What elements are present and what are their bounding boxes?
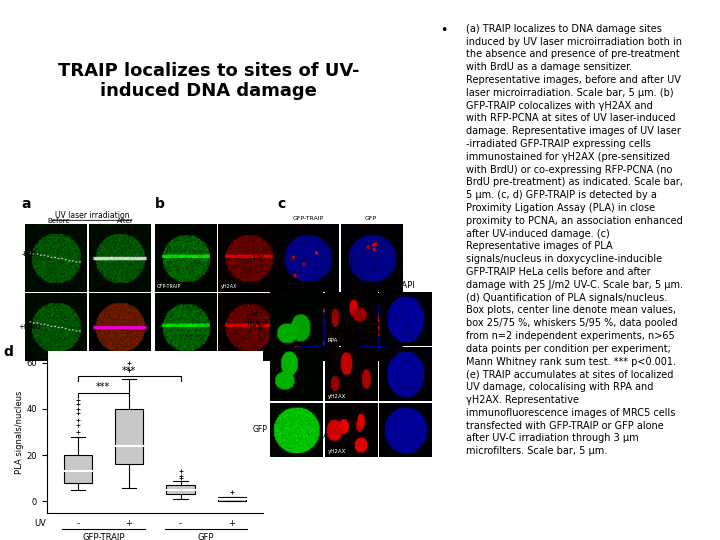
Text: -: -: [76, 519, 79, 528]
Y-axis label: PLA signals/nucleus: PLA signals/nucleus: [14, 390, 24, 474]
Text: GFP: GFP: [292, 281, 307, 290]
Text: RFP-PCNA: RFP-PCNA: [220, 353, 245, 358]
Text: RPA: RPA: [328, 338, 338, 343]
Text: -BrdU: -BrdU: [22, 251, 41, 257]
Text: Before: Before: [47, 218, 70, 224]
Text: •: •: [440, 24, 447, 37]
Text: +BrdU: +BrdU: [18, 323, 41, 329]
Text: GFP-
TRAIP: GFP- TRAIP: [246, 309, 268, 328]
Text: GFP-TRAIP: GFP-TRAIP: [292, 217, 323, 221]
Text: UV: UV: [34, 519, 46, 528]
Text: yH2AX: yH2AX: [220, 284, 237, 289]
Text: yH2AX: yH2AX: [328, 449, 346, 454]
Text: +UV: +UV: [248, 324, 264, 330]
Text: GFP-TRAIP: GFP-TRAIP: [157, 284, 181, 289]
Text: UV laser irradiation: UV laser irradiation: [55, 211, 129, 220]
Text: ***: ***: [96, 382, 110, 392]
Bar: [115, 409, 143, 464]
Text: After: After: [117, 218, 133, 224]
Text: yH2AX: yH2AX: [328, 394, 346, 399]
Text: GFP: GFP: [365, 217, 377, 221]
Bar: [218, 497, 246, 502]
Bar: [166, 485, 194, 495]
Text: GFP: GFP: [198, 532, 215, 540]
Text: b: b: [155, 197, 165, 211]
Text: -UV: -UV: [251, 255, 264, 261]
Text: ***: ***: [122, 366, 136, 376]
Text: e: e: [270, 270, 279, 284]
Text: -: -: [179, 519, 182, 528]
Text: PLA: sGFP, sPCNA: PLA: sGFP, sPCNA: [315, 433, 377, 439]
Text: c: c: [277, 197, 285, 211]
Text: GFP-TRAIP: GFP-TRAIP: [157, 353, 181, 358]
Text: TRAIP localizes to sites of UV-
induced DNA damage: TRAIP localizes to sites of UV- induced …: [58, 62, 359, 100]
Text: GFP-TRAIP: GFP-TRAIP: [82, 532, 125, 540]
Text: (a) TRAIP localizes to DNA damage sites
induced by UV laser microirradiation bot: (a) TRAIP localizes to DNA damage sites …: [466, 24, 683, 456]
Bar: [63, 455, 92, 483]
Text: a: a: [22, 197, 31, 211]
Text: +: +: [228, 519, 235, 528]
Text: DAPI: DAPI: [395, 281, 415, 290]
Text: +: +: [126, 519, 132, 528]
Text: d: d: [4, 345, 14, 359]
Text: GFP: GFP: [253, 426, 268, 434]
